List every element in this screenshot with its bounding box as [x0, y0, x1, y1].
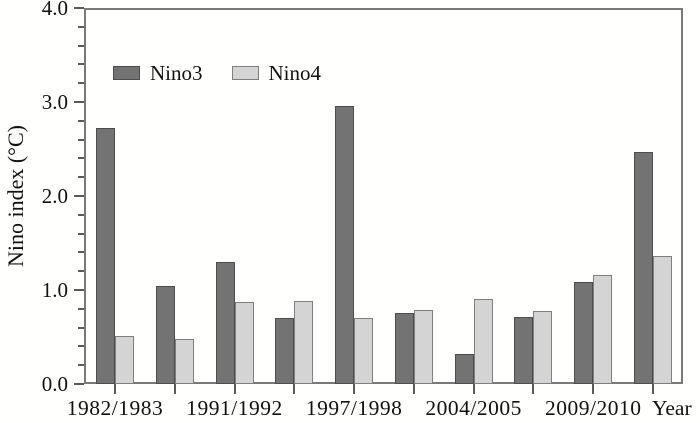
legend-swatch-nino4 — [231, 66, 259, 80]
plot-area — [84, 8, 683, 384]
x-tick — [532, 384, 535, 394]
bar-nino4 — [354, 318, 374, 384]
x-tick — [173, 384, 176, 394]
bar-nino3 — [574, 282, 594, 384]
y-minor-tick — [78, 232, 84, 235]
x-tick — [114, 384, 116, 394]
legend-label-nino3: Nino3 — [150, 61, 203, 85]
y-major-tick — [74, 195, 84, 197]
bar-nino4 — [234, 302, 254, 384]
bar-nino3 — [634, 152, 653, 384]
y-minor-tick — [78, 364, 84, 367]
y-minor-tick — [78, 270, 84, 273]
y-minor-tick — [78, 82, 84, 85]
x-tick — [652, 384, 654, 394]
bar-nino4 — [533, 311, 553, 384]
bar-nino3 — [96, 128, 115, 384]
y-major-tick — [74, 289, 84, 291]
x-tick — [592, 384, 595, 394]
legend-swatch-nino3 — [113, 66, 140, 80]
y-minor-tick — [78, 138, 84, 141]
x-tick — [472, 384, 475, 394]
y-minor-tick — [78, 251, 84, 254]
x-tick — [293, 384, 296, 394]
x-tick-label: 1997/1998 — [305, 396, 403, 420]
bar-nino3 — [335, 106, 355, 384]
x-tick-label: 1982/1983 — [66, 396, 164, 420]
y-major-tick — [74, 7, 84, 9]
x-tick-label: 1991/1992 — [186, 396, 283, 420]
legend: Nino3 Nino4 — [113, 62, 321, 84]
x-axis-title: Year — [652, 396, 692, 420]
y-major-tick — [74, 383, 84, 385]
bar-nino4 — [294, 301, 314, 384]
y-major-tick — [74, 101, 84, 103]
y-minor-tick — [78, 307, 84, 310]
bar-nino4 — [413, 310, 433, 384]
bar-nino3 — [394, 313, 414, 384]
bar-nino3 — [275, 318, 295, 384]
legend-label-nino4: Nino4 — [268, 61, 322, 85]
x-tick — [353, 384, 356, 394]
y-tick-label: 0.0 — [41, 372, 68, 396]
y-minor-tick — [78, 176, 84, 179]
x-tick-label: 2009/2010 — [544, 396, 642, 420]
x-tick-label: 2004/2005 — [425, 396, 522, 420]
y-tick-label: 1.0 — [41, 278, 68, 302]
y-minor-tick — [78, 157, 84, 160]
y-minor-tick — [78, 119, 84, 122]
bar-nino4 — [174, 339, 194, 384]
x-tick — [412, 384, 415, 394]
y-minor-tick — [78, 326, 84, 329]
bar-nino4 — [115, 336, 134, 384]
x-tick — [233, 384, 236, 394]
y-tick-label: 2.0 — [41, 184, 68, 208]
y-tick-label: 4.0 — [41, 0, 68, 20]
bar-nino4 — [653, 256, 672, 384]
bar-nino3 — [155, 286, 175, 384]
y-minor-tick — [78, 213, 84, 216]
y-minor-tick — [78, 345, 84, 348]
bar-nino3 — [215, 262, 235, 384]
y-minor-tick — [78, 63, 84, 66]
y-minor-tick — [78, 25, 84, 28]
bar-nino4 — [473, 299, 493, 384]
y-minor-tick — [78, 44, 84, 47]
bar-nino3 — [514, 317, 534, 384]
bar-nino4 — [593, 275, 613, 384]
bar-nino3 — [454, 354, 474, 384]
y-tick-label: 3.0 — [41, 90, 68, 114]
